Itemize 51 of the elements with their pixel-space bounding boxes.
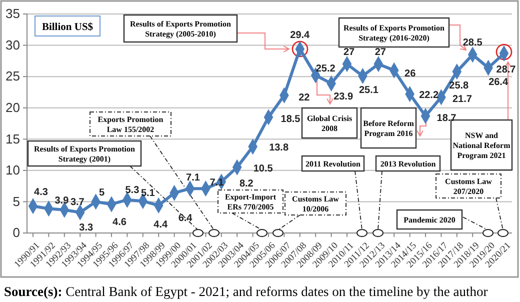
- data-label: 18.7: [436, 112, 457, 124]
- annotation: Customs Law 10/2006: [292, 194, 340, 214]
- annotation: Before Reform Program 2016: [363, 119, 414, 138]
- data-label: 18.5: [280, 114, 301, 126]
- data-label: 21.7: [452, 94, 472, 106]
- data-label: 10.5: [253, 163, 274, 174]
- data-label: 28.5: [462, 38, 483, 49]
- annotation: Results of Exports Promotion Strategy (2001): [34, 144, 136, 164]
- data-label: 7.1: [186, 172, 200, 184]
- y-tick-label: 30: [6, 37, 20, 52]
- y-tick-label: 35: [6, 6, 20, 22]
- data-label: 29.4: [290, 30, 310, 42]
- annotation: Global Crisis 2008: [306, 114, 352, 133]
- y-tick-label: 10: [6, 162, 20, 178]
- data-label: 4.4: [154, 219, 168, 230]
- annotation: NSW and National Reform Program 2021: [452, 131, 511, 160]
- y-tick-label: 0: [12, 225, 20, 240]
- y-axis-title: Billion US$: [42, 22, 94, 33]
- annotation: Results of Exports Promotion Strategy (2005-2010): [130, 20, 232, 38]
- data-label: 25.2: [316, 63, 336, 74]
- annotation: Export-Import ERs 770/2005: [224, 192, 276, 212]
- annotation: Customs Law 207/2020: [445, 177, 492, 196]
- data-label: 8.2: [239, 178, 254, 190]
- data-label: 27: [343, 47, 355, 58]
- data-label: 5: [99, 188, 106, 199]
- data-label: 22: [298, 92, 310, 104]
- data-label: 4.3: [34, 187, 48, 198]
- data-label: 23.9: [334, 91, 354, 102]
- data-label: 13.8: [269, 142, 289, 154]
- data-label: 27: [374, 47, 386, 58]
- data-label: 3.7: [70, 196, 85, 208]
- annotation: Results of Exports Promotion Strategy (2016-2020): [344, 24, 446, 42]
- data-label: 6.4: [178, 212, 193, 224]
- data-label: 5.1: [140, 188, 156, 200]
- data-label: 26: [404, 68, 416, 80]
- data-label: 25.8: [449, 80, 470, 92]
- y-tick-label: 20: [6, 100, 20, 116]
- data-label: 22.2: [419, 90, 439, 102]
- y-tick-label: 15: [6, 131, 20, 146]
- source-note: Source(s): Central Bank of Egypt - 2021; and reforms dates on the timeline by the author: [4, 284, 488, 299]
- annotation: Pandemic 2020: [404, 216, 456, 224]
- data-label: 3.3: [79, 222, 94, 234]
- annotation: 2013 Revolution: [380, 160, 436, 168]
- data-label: 25.1: [358, 84, 379, 96]
- y-tick-label: 25: [6, 68, 20, 84]
- data-label: 3.9: [54, 196, 70, 207]
- y-tick-label: 5: [12, 194, 20, 209]
- data-label: 4.6: [112, 217, 127, 228]
- annotation: Exports Promotion Law 155/2002: [98, 115, 164, 134]
- annotation: 2011 Revolution: [306, 160, 361, 168]
- data-label: 5.3: [125, 184, 140, 196]
